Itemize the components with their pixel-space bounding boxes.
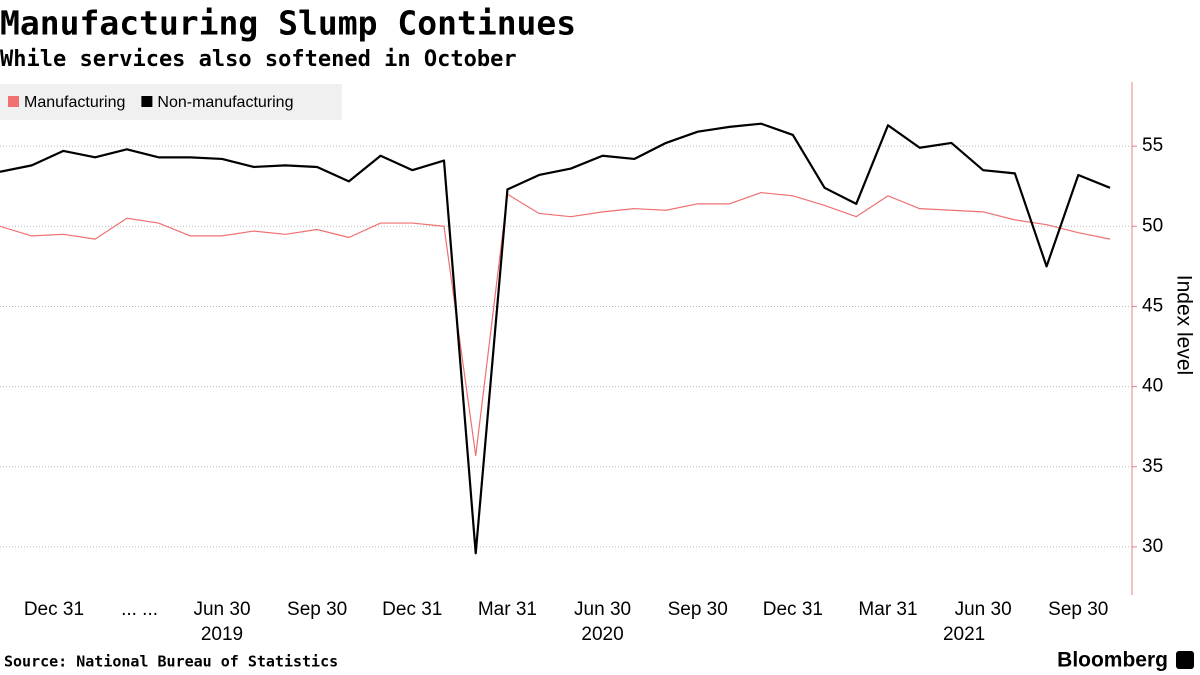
x-tick-label: Dec 31 bbox=[763, 599, 823, 620]
legend-box bbox=[0, 84, 342, 120]
y-tick-label: 45 bbox=[1142, 295, 1163, 316]
y-tick-label: 55 bbox=[1142, 135, 1163, 156]
series-line bbox=[0, 122, 1111, 555]
series-line bbox=[0, 192, 1111, 457]
x-tick-label: Dec 31 bbox=[382, 599, 442, 620]
y-axis-label: Index level bbox=[1172, 275, 1195, 375]
legend-label: Non-manufacturing bbox=[157, 94, 293, 111]
x-tick-label: Mar 31 bbox=[858, 599, 917, 620]
x-tick-label: Jun 30 bbox=[574, 599, 631, 620]
source: Source: National Bureau of Statistics bbox=[4, 653, 338, 671]
x-tick-label: Dec 31 bbox=[24, 599, 84, 620]
legend-swatch bbox=[8, 96, 19, 107]
x-year-label: 2020 bbox=[581, 624, 623, 645]
legend-label: Manufacturing bbox=[24, 94, 125, 111]
chart-title: Manufacturing Slump Continues bbox=[0, 4, 576, 43]
x-tick-label: ... ... bbox=[121, 599, 158, 620]
y-tick-label: 40 bbox=[1142, 376, 1163, 397]
x-tick-label: Jun 30 bbox=[955, 599, 1012, 620]
x-tick-label: Sep 30 bbox=[668, 599, 728, 620]
chart-subtitle: While services also softened in October bbox=[0, 47, 517, 72]
y-tick-label: 30 bbox=[1142, 536, 1163, 557]
brand: Bloomberg bbox=[1057, 649, 1168, 672]
legend-swatch bbox=[141, 96, 153, 107]
x-tick-label: Mar 31 bbox=[478, 599, 537, 620]
x-tick-label: Sep 30 bbox=[1048, 599, 1108, 620]
brand-icon bbox=[1176, 651, 1194, 669]
x-year-label: 2019 bbox=[201, 624, 243, 645]
x-year-label: 2021 bbox=[943, 624, 985, 645]
x-tick-label: Sep 30 bbox=[287, 599, 347, 620]
x-tick-label: Jun 30 bbox=[193, 599, 250, 620]
y-tick-label: 35 bbox=[1142, 456, 1163, 477]
y-tick-label: 50 bbox=[1142, 215, 1163, 236]
